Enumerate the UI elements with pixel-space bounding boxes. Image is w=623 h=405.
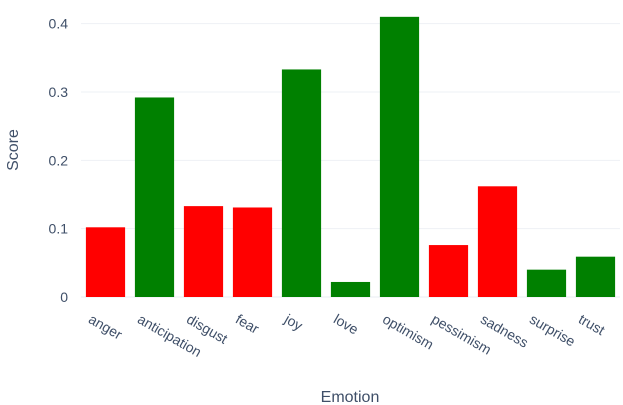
bar-disgust [183, 206, 224, 297]
y-tick-label: 0.4 [49, 16, 69, 32]
y-tick-label: 0.3 [49, 84, 69, 100]
bar-joy [281, 69, 322, 297]
x-tick-label: love [331, 311, 361, 338]
bar-fear [232, 207, 273, 297]
bar-optimism [379, 16, 420, 297]
y-axis-ticks: 0 0.1 0.2 0.3 0.4 [49, 16, 69, 305]
y-tick-label: 0 [60, 289, 68, 305]
bar-anger [85, 227, 126, 297]
bar-sadness [477, 186, 518, 297]
x-tick-label: trust [576, 311, 608, 339]
x-tick-label: anger [86, 311, 125, 343]
bar-anticipation [134, 97, 175, 297]
x-tick-label: fear [233, 311, 262, 337]
bar-pessimism [428, 245, 469, 297]
x-tick-label: surprise [527, 311, 578, 350]
y-tick-label: 0.1 [49, 221, 69, 237]
bars [85, 16, 616, 297]
bar-love [330, 281, 371, 297]
y-axis-title: Score [5, 129, 22, 171]
x-tick-label: optimism [380, 311, 437, 353]
bar-surprise [526, 269, 567, 297]
x-axis-title: Emotion [321, 389, 380, 405]
x-tick-label: joy [281, 310, 305, 333]
y-tick-label: 0.2 [49, 152, 69, 168]
bar-trust [575, 256, 616, 297]
